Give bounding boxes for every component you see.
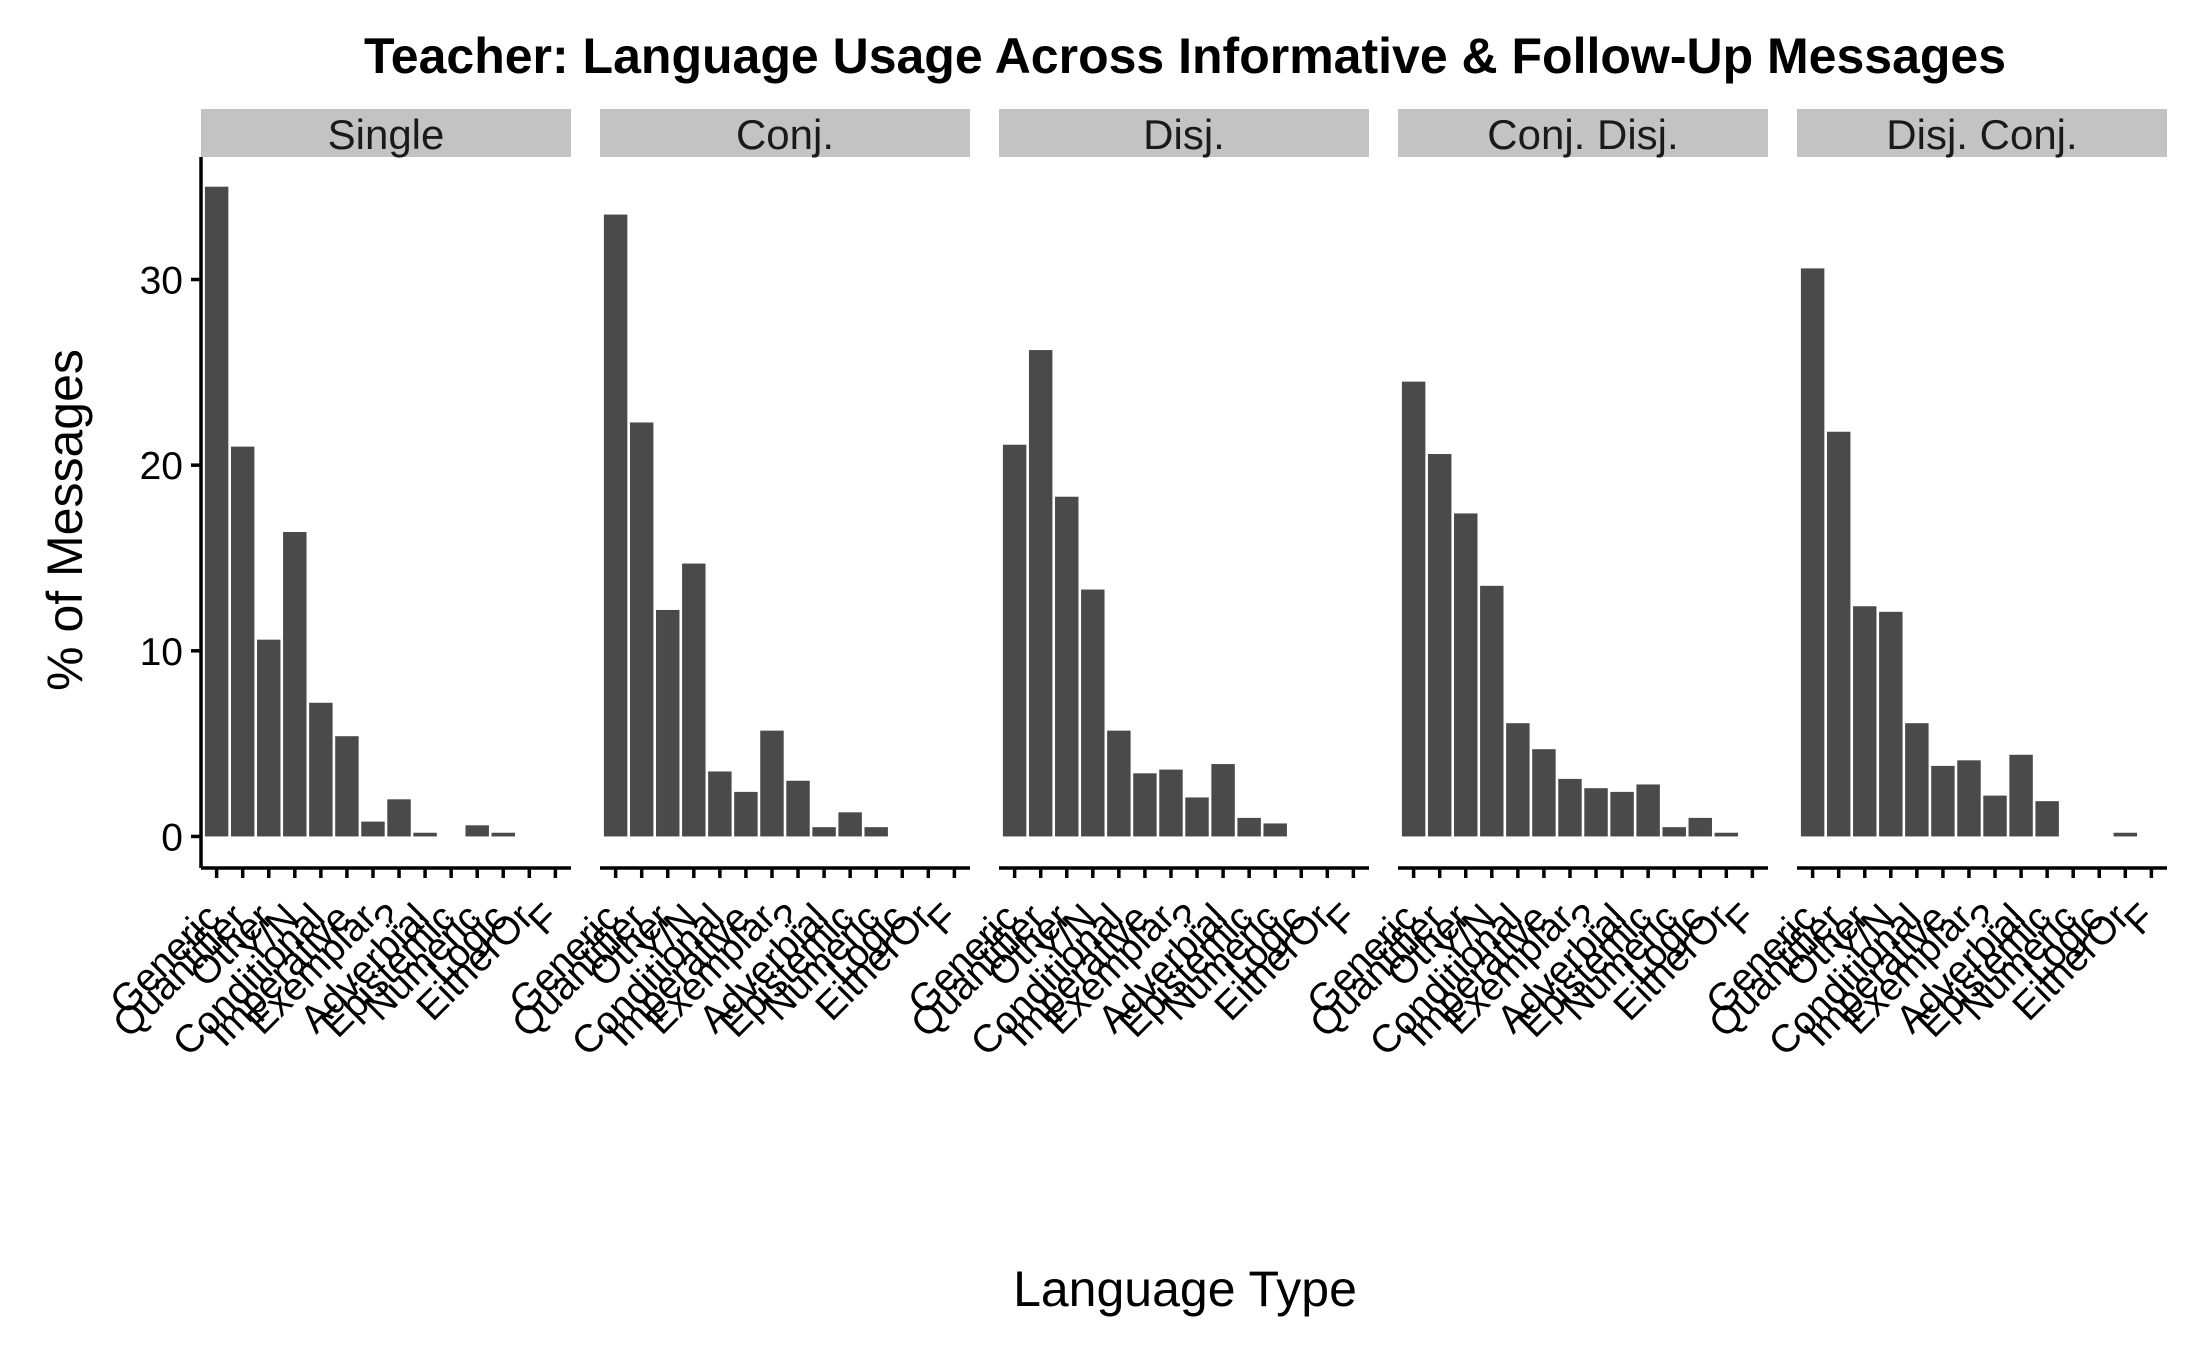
bar: [734, 791, 758, 837]
bar: [1853, 606, 1877, 837]
y-axis: 0 10 20 30: [140, 157, 203, 868]
x-axis-title: Language Type: [1013, 1261, 1357, 1317]
bar: [1584, 788, 1608, 837]
facet-panel-1: SingleGenericQuantifierOtherY/NCondition…: [102, 109, 571, 1064]
bar: [1800, 268, 1825, 837]
facet-panel-2: Conj.GenericQuantifierOtherY/NConditiona…: [501, 109, 970, 1064]
y-tick-label: 30: [140, 260, 183, 303]
bar: [1480, 585, 1504, 837]
bar: [309, 702, 333, 837]
bar: [1558, 778, 1582, 837]
bar: [1931, 765, 1955, 837]
bar: [1107, 730, 1131, 837]
bar: [1055, 496, 1079, 837]
bar: [1714, 832, 1739, 837]
bar: [656, 609, 680, 837]
facet-strip: [999, 109, 1369, 157]
bar: [838, 812, 862, 837]
bar: [812, 827, 836, 837]
bar: [1454, 513, 1478, 837]
bar: [1826, 431, 1851, 837]
bar: [1263, 823, 1287, 837]
bar: [1983, 795, 2007, 837]
y-tick-label: 10: [140, 631, 183, 674]
bar: [1427, 454, 1452, 837]
bar: [1185, 797, 1209, 837]
bar: [204, 186, 229, 837]
bar: [1401, 381, 1426, 837]
y-tick-label: 0: [161, 816, 183, 859]
bar: [491, 832, 515, 837]
bar: [1081, 589, 1105, 837]
bar: [1688, 817, 1712, 837]
bar: [1636, 784, 1660, 837]
bar: [1532, 749, 1556, 837]
bar: [1957, 760, 1981, 837]
bar: [1905, 723, 1929, 837]
facet-panel-3: Disj.GenericQuantifierOtherY/NConditiona…: [900, 109, 1369, 1064]
bar: [1028, 350, 1053, 837]
bar: [1159, 769, 1183, 837]
facet-strip: [1797, 109, 2167, 157]
bar: [361, 821, 385, 837]
bar: [2113, 832, 2138, 837]
facet-strip: [600, 109, 970, 157]
bar: [283, 531, 307, 837]
bar: [682, 563, 706, 837]
bar: [1610, 791, 1634, 837]
bar: [1002, 444, 1027, 837]
bar: [760, 730, 784, 837]
facet-strip-label: Disj. Conj.: [1886, 111, 2077, 158]
facet-panels: SingleGenericQuantifierOtherY/NCondition…: [102, 109, 2167, 1064]
bar: [1237, 817, 1261, 837]
bar: [387, 799, 411, 837]
bar: [465, 825, 489, 837]
facet-strip: [201, 109, 571, 157]
bar: [629, 422, 654, 837]
bar: [1662, 827, 1686, 837]
bar: [2035, 801, 2059, 837]
y-tick-label: 20: [140, 445, 183, 488]
facet-strip-label: Disj.: [1143, 111, 1225, 158]
facet-strip-label: Conj.: [736, 111, 834, 158]
bar: [1879, 611, 1903, 837]
bar: [257, 639, 281, 837]
facet-panel-5: Disj. Conj.GenericQuantifierOtherY/NCond…: [1698, 109, 2167, 1064]
bar: [413, 832, 437, 837]
bar: [1133, 773, 1157, 837]
bar: [1506, 723, 1530, 837]
bar: [603, 214, 628, 837]
facet-strip-label: Conj. Disj.: [1487, 111, 1678, 158]
chart-title: Teacher: Language Usage Across Informati…: [364, 28, 2006, 84]
facet-strip-label: Single: [328, 111, 445, 158]
bar: [2009, 754, 2033, 837]
bar: [708, 771, 732, 837]
y-axis-title: % of Messages: [37, 349, 93, 691]
bar: [230, 446, 255, 837]
bar: [335, 736, 359, 837]
bar: [1211, 764, 1235, 837]
facet-strip: [1398, 109, 1768, 157]
bar: [786, 780, 810, 837]
bar: [864, 827, 888, 837]
facet-panel-4: Conj. Disj.GenericQuantifierOtherY/NCond…: [1299, 109, 1768, 1064]
